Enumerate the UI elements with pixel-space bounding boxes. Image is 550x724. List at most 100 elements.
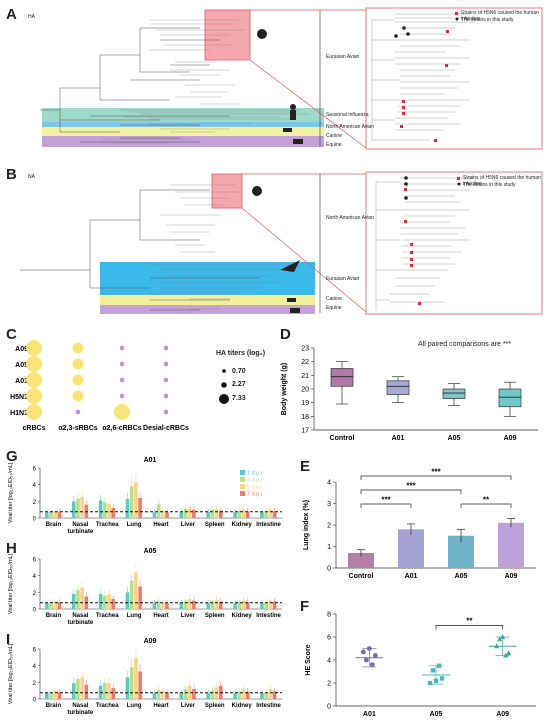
chart-h-viral-titer: A05 0 2 4 6 Viral titer [log₁₀EID₅₀/mL] Brain N… [8,548,282,626]
viral-bar [156,689,161,699]
viral-bar [214,508,219,518]
viral-bar [183,689,188,699]
chart-i-title: A09 [144,638,157,645]
chart-g-title: A01 [144,457,157,464]
viral-bar [268,600,273,609]
panel-b-label: NA [28,174,35,180]
bird-icon [280,260,300,272]
viral-bar [206,603,210,609]
viral-bar [111,599,116,609]
viral-bar [218,601,223,609]
viral-xlabel: Heart [153,613,168,619]
viral-bar [241,689,246,699]
chart-f-sig-a05-a09: ** [466,617,473,626]
viral-bar [111,688,116,699]
viral-xlabel: Heart [153,703,168,709]
viral-xlabel: Trachea [96,522,119,528]
human-icon [290,104,296,110]
viral-bar [187,507,192,518]
viral-bar [80,587,84,609]
viral-bar [107,594,111,609]
viral-bar [218,510,223,518]
viral-bar [272,691,277,699]
panel-a-letter: A [6,6,17,23]
viral-bar [214,599,219,609]
viral-bar [183,508,188,518]
viral-bar [264,692,268,699]
viral-xlabel: Lung [127,522,142,528]
viral-bar [129,486,134,518]
ha-tree [40,7,543,150]
ha-human-markers [400,30,449,142]
viral-bar [260,693,264,699]
viral-bar [103,595,107,609]
na-human-markers [404,188,421,305]
viral-bar [103,502,107,518]
chicken-icon-b [252,186,262,196]
viral-bar [107,683,111,699]
viral-bar [84,684,89,699]
ha-tree-branches [40,27,230,143]
chart-f-point [506,650,512,656]
viral-legend-swatch [240,477,245,482]
viral-bar [80,497,84,518]
viral-bar [165,512,169,518]
viral-bar [71,501,76,518]
chart-d-ytick-label: 20 [301,387,309,394]
chart-e-bar [498,522,524,568]
chart-d-ytick-label: 21 [301,373,309,380]
viral-xlabel: Spleen [205,522,225,528]
chart-c-ylabel: A05 [15,362,28,369]
panel-g-letter: G [6,448,18,465]
na-tree-branches [20,189,260,311]
panel-e-letter: E [300,458,311,475]
viral-xlabel: Intestine [256,522,281,528]
viral-ytick-label: 2 [33,591,37,597]
na-zoom-tree [375,177,475,310]
viral-bar [125,498,130,518]
na-clade-equine: Equine [326,305,342,311]
viral-ytick-label: 4 [33,483,37,489]
chart-e-ytick-label: 1 [327,544,331,551]
viral-bar [53,511,58,518]
viral-ytick-label: 0 [33,608,37,614]
horse-icon-b [290,308,300,313]
viral-bar [57,602,62,609]
viral-xlabel: Intestine [256,703,281,709]
viral-bar [103,683,107,699]
chart-c-ylabel: A01 [15,378,28,385]
dog-icon-b [287,298,296,302]
viral-bar [192,509,196,518]
horse-icon [293,139,303,144]
viral-ytick-label: 0 [33,517,37,523]
chart-c-dot [163,409,169,415]
chart-f-ytick-label: 2 [327,681,331,688]
viral-bar [45,603,49,609]
ha-legend-study: The strains in this study [461,17,514,23]
panel-h-letter: H [6,540,17,557]
viral-bar [165,603,169,609]
na-study-markers [404,176,408,200]
viral-bar [134,572,138,609]
viral-bar [206,512,210,518]
chart-e-sig-control-a09: *** [431,468,441,477]
viral-ytick-label: 6 [33,648,37,654]
viral-bar [125,592,130,609]
chart-c-dot [119,393,125,399]
viral-bar [241,600,246,609]
viral-legend-label: 3 d.p.i [247,478,262,484]
chart-d-xlabel: A05 [448,435,461,442]
chart-d-box [498,388,522,408]
chart-e-ytick-label: 3 [327,501,331,508]
chart-d-ytick-label: 18 [301,414,309,421]
viral-bar [71,594,76,609]
viral-bar [187,599,192,609]
viral-bar [134,658,138,699]
viral-legend-swatch [240,484,245,489]
viral-bar [76,498,80,518]
viral-bar [156,503,161,518]
chart-c-dot [72,342,84,354]
viral-bar [129,667,134,699]
na-legend-human: Strains of H5N6 caused the human infecti… [463,175,541,187]
